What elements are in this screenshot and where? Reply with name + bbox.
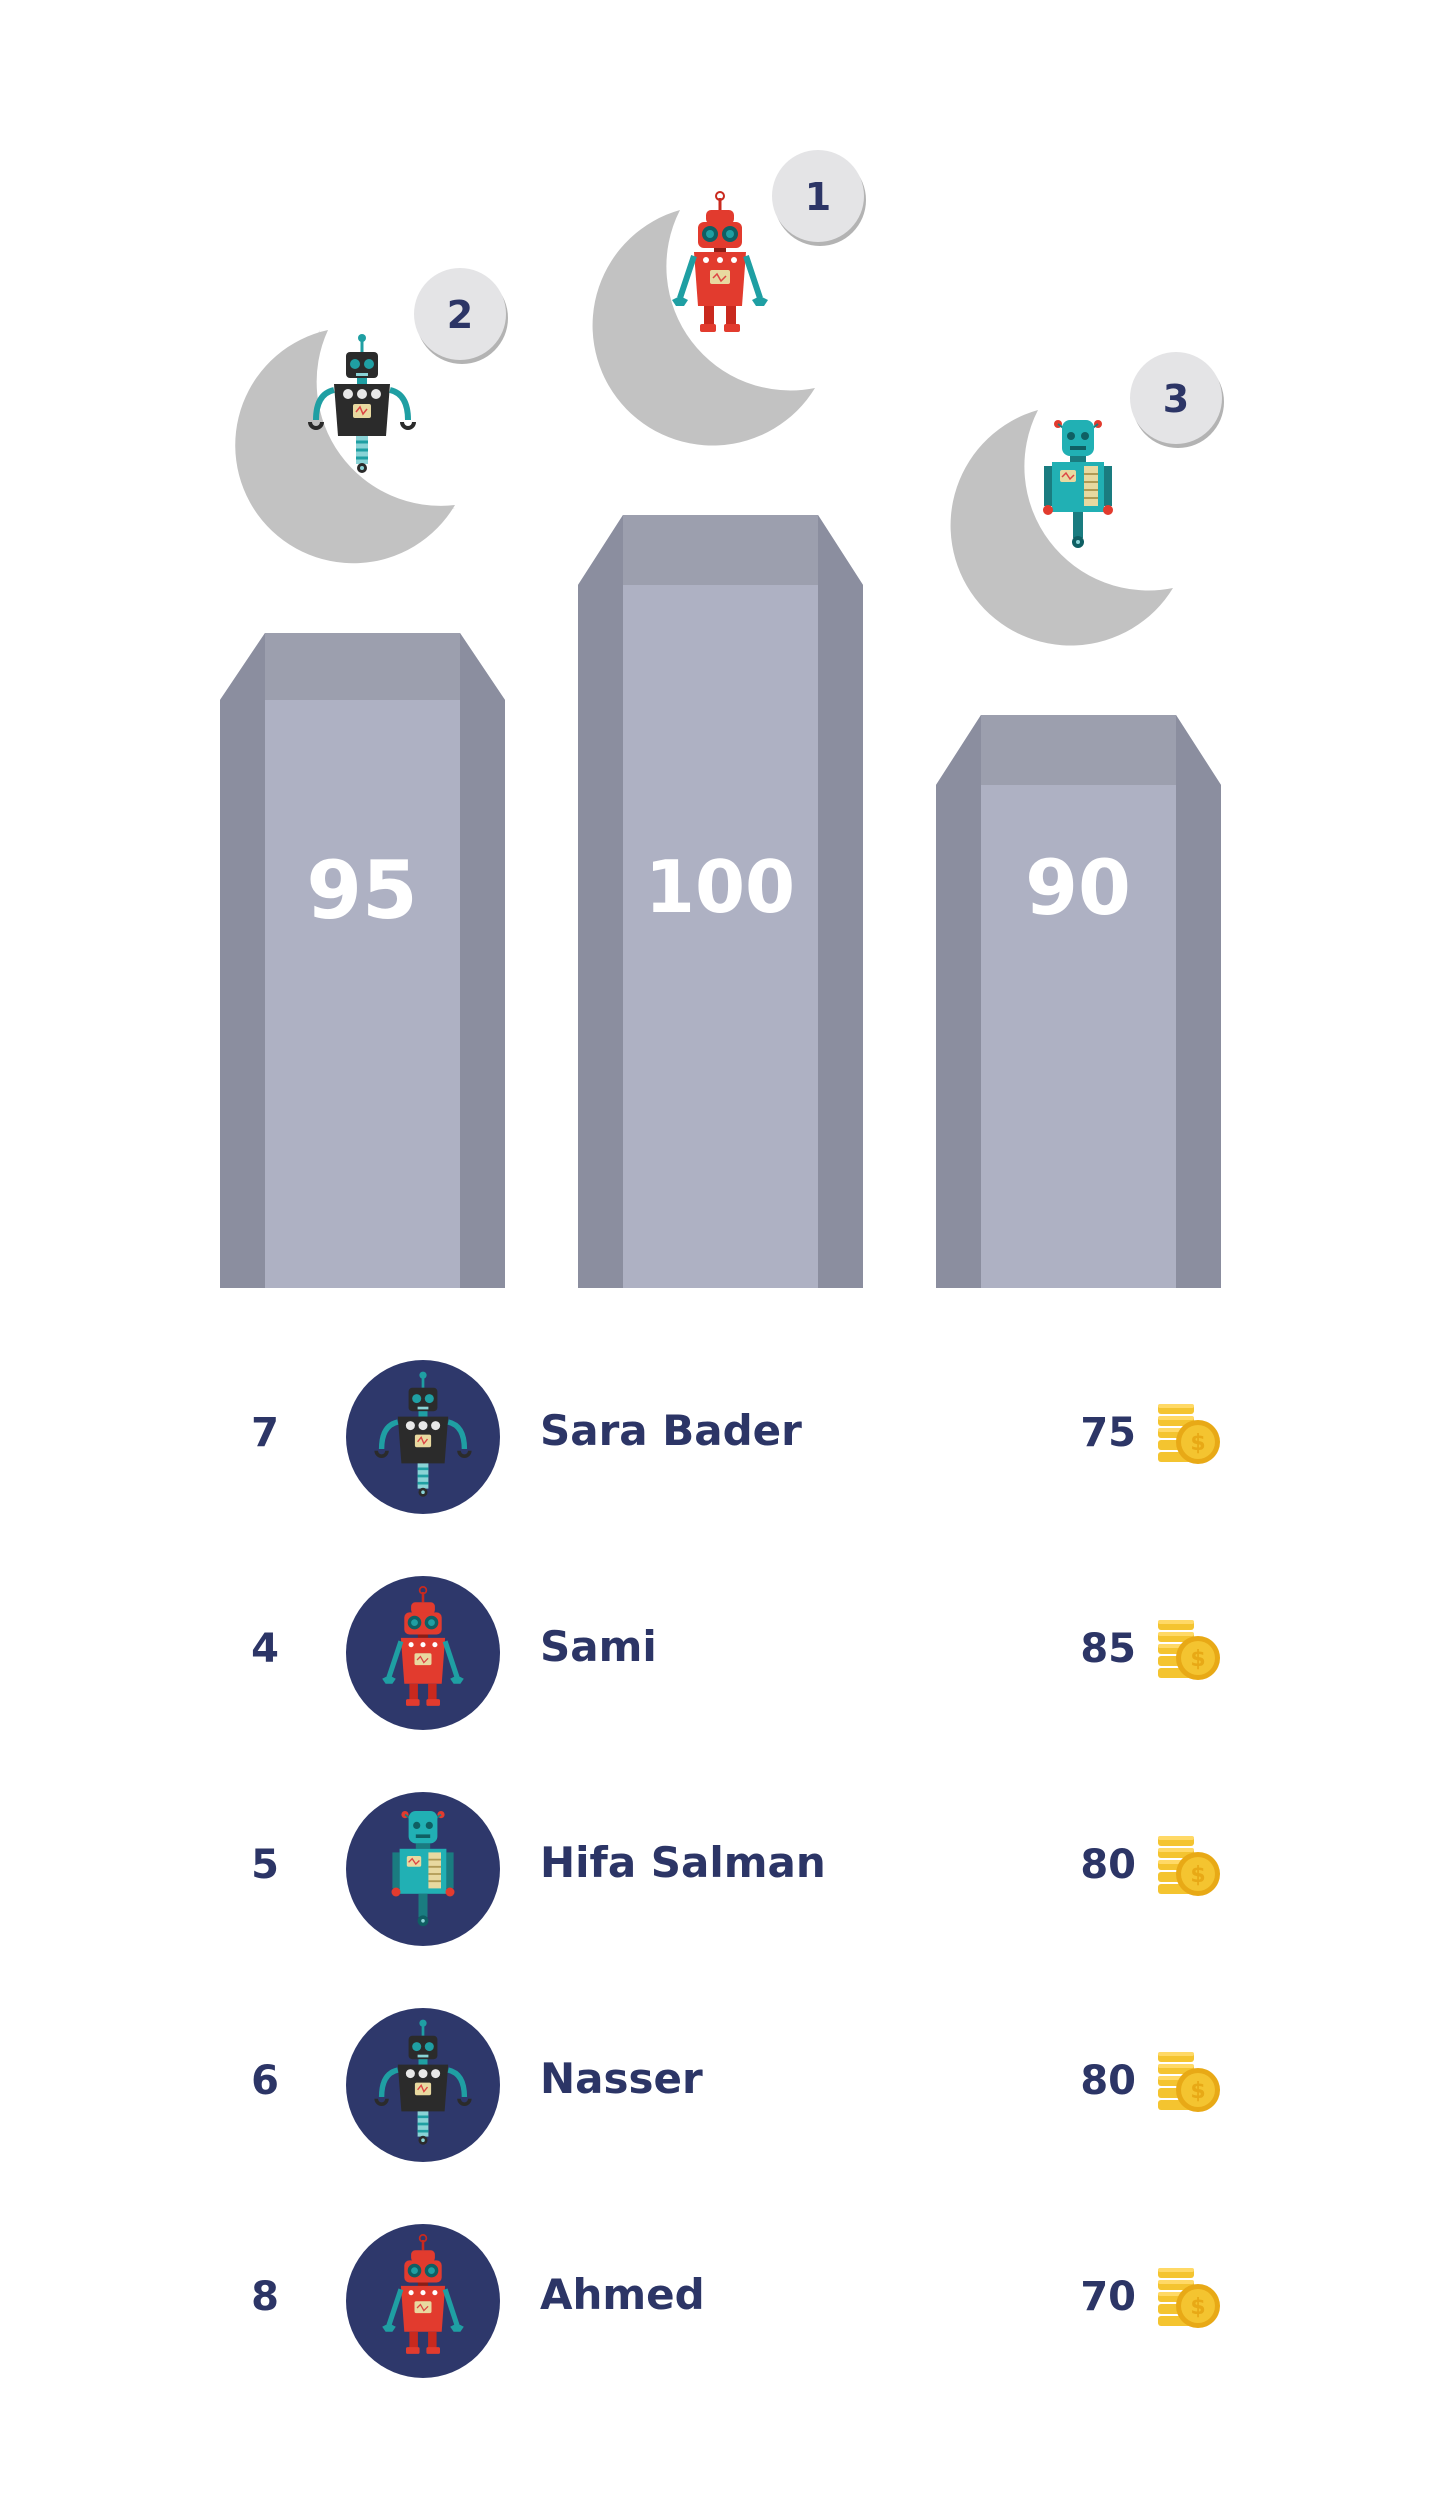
leaderboard-row[interactable]: 6 Nasser 80 $ xyxy=(0,2008,1438,2168)
podium-score-3: 90 xyxy=(1025,843,1131,932)
podium-chart: 95 100 90 2 1 3 xyxy=(220,150,1224,1288)
podium-score-1: 100 xyxy=(645,845,795,929)
coins-icon: $ xyxy=(1158,1620,1220,1680)
podium-place-2: 2 xyxy=(447,293,473,337)
avatar xyxy=(346,1576,500,1730)
avatar xyxy=(346,1360,500,1514)
teal-robot-icon xyxy=(1042,419,1114,549)
dark-robot-icon xyxy=(346,1360,500,1514)
svg-text:$: $ xyxy=(1190,2079,1205,2104)
coins-icon: $ xyxy=(1158,1404,1220,1464)
svg-text:$: $ xyxy=(1190,1431,1205,1456)
podium-winner-1: 1 xyxy=(592,150,866,446)
avatar xyxy=(346,1792,500,1946)
podium-score-2: 95 xyxy=(306,844,417,937)
avatar xyxy=(346,2008,500,2162)
dark-robot-icon xyxy=(346,2008,500,2162)
coins-icon: $ xyxy=(1158,1836,1220,1896)
row-rank: 7 xyxy=(251,1410,279,1456)
podium-place-1: 1 xyxy=(805,175,831,219)
player-name: Ahmed xyxy=(540,2270,705,2319)
podium-winner-3: 3 xyxy=(950,352,1224,646)
svg-text:$: $ xyxy=(1190,1647,1205,1672)
coins-icon: $ xyxy=(1158,2268,1220,2328)
player-points: 80 xyxy=(1080,2058,1136,2104)
podium-winner-2: 2 xyxy=(235,268,508,564)
red-robot-icon xyxy=(346,2224,500,2378)
leaderboard-row[interactable]: 4 Sami 85 $ xyxy=(0,1576,1438,1736)
player-name: Sami xyxy=(540,1622,657,1671)
teal-robot-icon xyxy=(390,1810,456,1928)
player-name: Sara Bader xyxy=(540,1406,802,1455)
red-robot-icon xyxy=(672,192,768,332)
player-name: Hifa Salman xyxy=(540,1838,826,1887)
leaderboard-row[interactable]: 7 Sara Bader 75 $ xyxy=(0,1360,1438,1520)
player-points: 85 xyxy=(1080,1626,1136,1672)
row-rank: 6 xyxy=(251,2058,279,2104)
avatar xyxy=(346,2224,500,2378)
podium-pillar-1 xyxy=(578,515,863,1288)
row-rank: 4 xyxy=(251,1626,279,1672)
player-points: 70 xyxy=(1080,2274,1136,2320)
svg-text:$: $ xyxy=(1190,2295,1205,2320)
podium-pillar-3 xyxy=(936,715,1221,1288)
svg-text:$: $ xyxy=(1190,1863,1205,1888)
podium-pillar-2 xyxy=(220,633,505,1288)
player-name: Nasser xyxy=(540,2054,703,2103)
row-rank: 8 xyxy=(251,2274,279,2320)
coins-icon: $ xyxy=(1158,2052,1220,2112)
player-points: 75 xyxy=(1080,1410,1136,1456)
red-robot-icon xyxy=(346,1576,500,1730)
podium-place-3: 3 xyxy=(1163,377,1189,421)
leaderboard-row[interactable]: 8 Ahmed 70 $ xyxy=(0,2224,1438,2384)
player-points: 80 xyxy=(1080,1842,1136,1888)
row-rank: 5 xyxy=(251,1842,279,1888)
leaderboard-row[interactable]: 5 Hifa Salman 80 $ xyxy=(0,1792,1438,1952)
